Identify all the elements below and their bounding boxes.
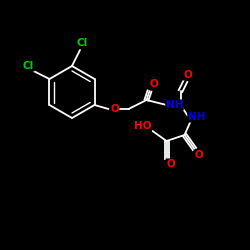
Text: Cl: Cl: [76, 38, 88, 48]
Text: O: O: [194, 150, 203, 160]
Text: NH: NH: [188, 112, 205, 122]
Text: O: O: [183, 70, 192, 80]
Text: O: O: [166, 159, 175, 169]
Text: O: O: [110, 104, 119, 114]
Text: HO: HO: [134, 121, 151, 131]
Text: Cl: Cl: [23, 61, 34, 71]
Text: NH: NH: [166, 100, 183, 110]
Text: O: O: [149, 79, 158, 89]
